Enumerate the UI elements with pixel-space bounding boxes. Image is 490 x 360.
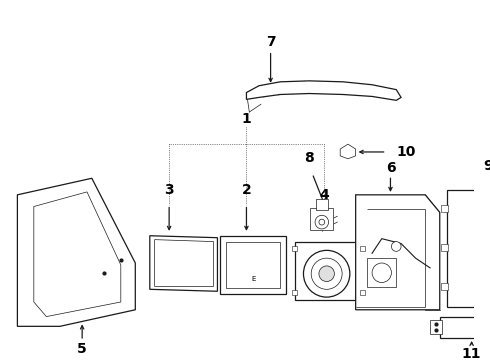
- Bar: [446, 190, 490, 307]
- Polygon shape: [150, 236, 218, 291]
- Bar: [316, 199, 328, 210]
- Bar: [310, 208, 333, 230]
- Polygon shape: [220, 236, 286, 294]
- Text: 4: 4: [319, 188, 329, 202]
- Text: E: E: [251, 276, 255, 282]
- Text: 7: 7: [266, 35, 275, 49]
- Text: 10: 10: [396, 145, 416, 159]
- Text: 1: 1: [242, 112, 251, 126]
- Polygon shape: [18, 178, 135, 326]
- Bar: [441, 204, 448, 212]
- Text: 11: 11: [462, 347, 481, 360]
- Circle shape: [303, 250, 350, 297]
- Circle shape: [319, 266, 334, 282]
- Bar: [440, 316, 490, 338]
- Bar: [295, 242, 363, 300]
- Circle shape: [315, 215, 329, 229]
- Circle shape: [319, 219, 325, 225]
- Bar: [361, 247, 366, 251]
- Text: 8: 8: [304, 151, 314, 165]
- Polygon shape: [356, 195, 440, 310]
- Circle shape: [392, 242, 401, 251]
- Circle shape: [372, 263, 392, 283]
- Polygon shape: [155, 240, 214, 287]
- Text: 2: 2: [242, 183, 251, 197]
- Text: 9: 9: [483, 159, 490, 172]
- Polygon shape: [246, 81, 401, 100]
- Bar: [441, 243, 448, 251]
- Text: 5: 5: [77, 342, 87, 356]
- Circle shape: [311, 258, 342, 289]
- Bar: [292, 290, 297, 295]
- Polygon shape: [340, 144, 356, 159]
- Bar: [361, 290, 366, 295]
- Bar: [430, 320, 441, 334]
- Bar: [292, 247, 297, 251]
- Text: 3: 3: [164, 183, 174, 197]
- Polygon shape: [34, 192, 121, 316]
- Bar: [367, 258, 396, 287]
- Bar: [226, 242, 280, 288]
- Text: 6: 6: [386, 161, 395, 175]
- Bar: [441, 283, 448, 290]
